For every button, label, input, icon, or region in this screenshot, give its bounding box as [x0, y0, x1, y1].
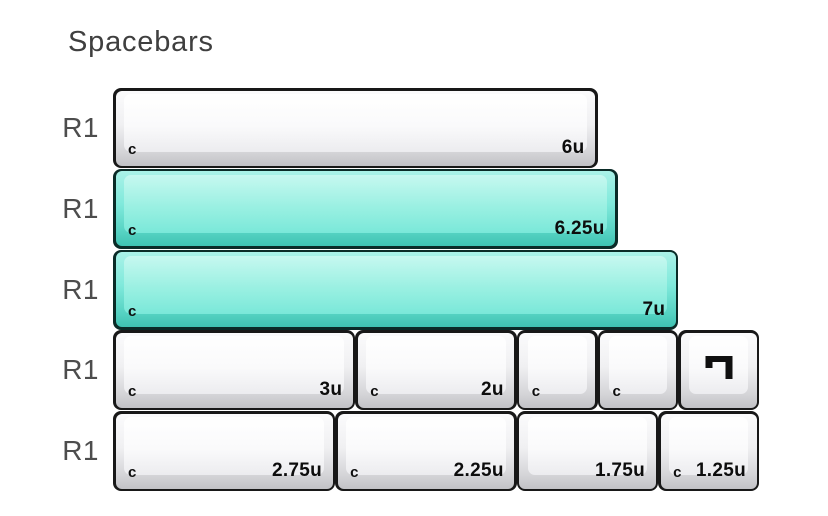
keycap-size-legend: 7u	[642, 298, 666, 320]
page-title: Spacebars	[68, 26, 214, 58]
keycap-left-legend: c	[673, 464, 682, 481]
keycap-size-legend: 6.25u	[554, 217, 605, 239]
keycap-top	[124, 417, 325, 475]
keycap-top	[366, 336, 506, 395]
keycap-1u: c	[597, 330, 679, 411]
keycap-2.75u: c 2.75u	[113, 411, 336, 491]
keycap-left-legend: c	[370, 383, 379, 401]
keycap-row: R1 c 7u	[62, 249, 679, 330]
keycap-top	[124, 94, 587, 152]
keycap-top	[124, 255, 668, 314]
keycap-1u-novelty	[678, 330, 759, 411]
keycap-size-legend: 2.75u	[271, 460, 323, 481]
novelty-icon	[705, 356, 733, 380]
keycap-left-legend: c	[128, 302, 137, 320]
keycap-top	[527, 336, 587, 395]
keycap-7u: c 7u	[113, 249, 679, 330]
keycap-top	[124, 336, 345, 395]
keycap-top	[527, 417, 648, 475]
row-label: R1	[62, 112, 99, 143]
keycap-left-legend: c	[612, 383, 621, 401]
keycap-6.25u: c 6.25u	[113, 168, 618, 249]
keycap-size-legend: 1.25u	[695, 460, 746, 481]
keycap-2u: c 2u	[355, 330, 517, 411]
row-label: R1	[62, 354, 99, 386]
keycap-top	[608, 336, 668, 395]
keycap-size-legend: 1.75u	[594, 460, 646, 481]
keycap-1.25u: c 1.25u	[658, 411, 759, 491]
keycap-top	[669, 417, 748, 475]
keycap-top	[689, 336, 748, 395]
keycap-left-legend: c	[350, 464, 359, 481]
keycap-top	[346, 417, 506, 475]
keycap-1.75u: 1.75u	[516, 411, 659, 491]
keycap-size-legend: 2.25u	[453, 460, 504, 481]
keycap-size-legend: 3u	[319, 379, 343, 401]
row-label: R1	[62, 435, 99, 466]
keycap-top	[124, 174, 607, 233]
keycap-6u: c 6u	[113, 88, 598, 168]
keycap-2.25u: c 2.25u	[335, 411, 517, 491]
keycap-size-legend: 2u	[480, 379, 504, 401]
keycap-size-legend: 6u	[561, 137, 585, 158]
keycap-row: R1 c 6.25u	[62, 168, 618, 249]
row-label: R1	[62, 192, 99, 224]
keycap-3u: c 3u	[113, 330, 356, 411]
keycap-left-legend: c	[531, 383, 541, 401]
keycap-left-legend: c	[128, 221, 137, 239]
keycap-row: R1 c 6u	[62, 88, 598, 168]
keycap-row: R1 c 2.75u c 2.25u 1.75u c 1.25u	[62, 411, 759, 491]
keycap-left-legend: c	[128, 383, 137, 401]
row-label: R1	[62, 273, 99, 305]
keycap-left-legend: c	[128, 141, 137, 158]
keycap-left-legend: c	[128, 464, 137, 481]
keycap-row: R1 c 3u c 2u c c	[62, 330, 759, 411]
keycap-1u: c	[516, 330, 598, 411]
